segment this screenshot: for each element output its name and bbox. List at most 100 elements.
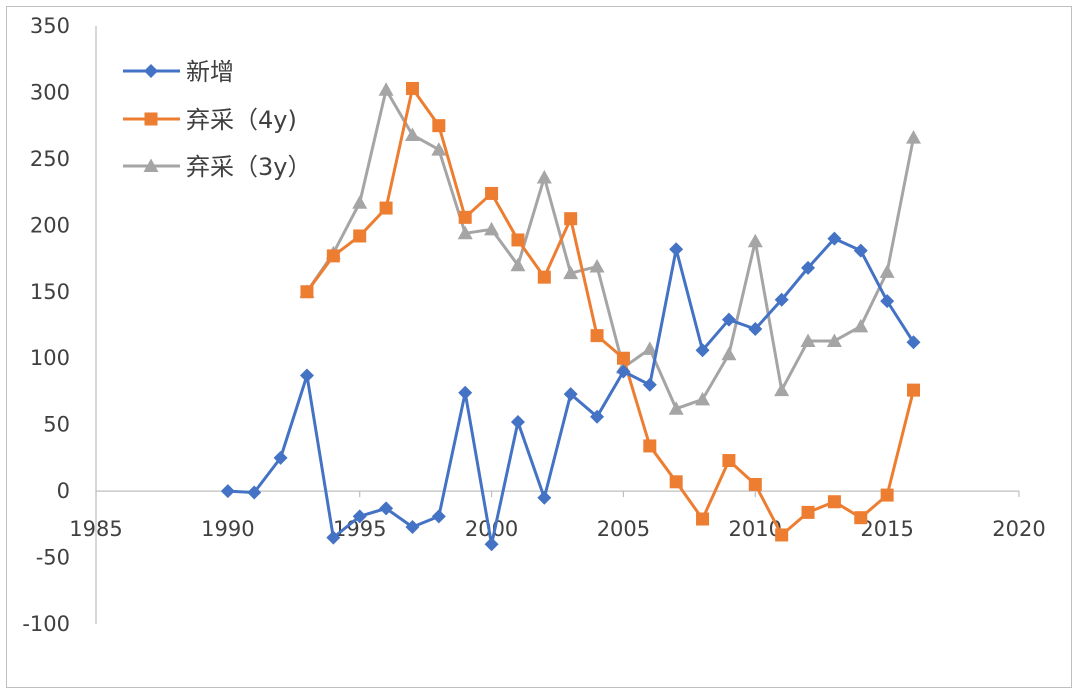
legend-item: 弃采（3y） (123, 153, 311, 181)
data-point (564, 212, 578, 226)
data-point (563, 387, 578, 402)
y-tick-label: 150 (30, 280, 70, 304)
data-point (774, 292, 789, 307)
data-point (906, 335, 921, 350)
data-point (747, 233, 763, 248)
data-point (721, 312, 736, 327)
data-point (379, 501, 394, 516)
data-point (352, 509, 367, 524)
series-abandon-4y (300, 81, 921, 542)
data-point (353, 229, 367, 243)
data-point (696, 512, 710, 526)
data-point (748, 321, 763, 336)
data-point (537, 270, 551, 284)
data-point (853, 318, 869, 333)
data-point (590, 329, 604, 343)
data-point (379, 201, 393, 215)
legend-label: 新增 (186, 58, 234, 86)
chart-frame (6, 6, 1072, 688)
data-point (695, 343, 710, 358)
data-point (431, 142, 447, 156)
data-point (669, 242, 684, 257)
data-point (906, 130, 922, 144)
data-point (800, 333, 816, 347)
data-point (721, 346, 737, 361)
data-point (536, 169, 552, 184)
legend-marker (143, 158, 159, 172)
y-tick-label: 350 (30, 14, 70, 38)
data-point (432, 119, 446, 133)
data-point (801, 260, 816, 275)
data-point (299, 368, 314, 383)
data-point (220, 484, 235, 499)
data-point (300, 285, 314, 299)
data-point (853, 243, 868, 258)
data-point (405, 519, 420, 534)
data-point (669, 475, 683, 489)
data-point (273, 450, 288, 465)
data-point (378, 82, 394, 96)
data-point (590, 409, 605, 424)
data-point (616, 364, 631, 379)
x-tick-label: 2005 (597, 517, 650, 541)
data-point (643, 439, 657, 453)
data-point (510, 257, 526, 272)
data-point (774, 382, 790, 397)
data-point (616, 351, 630, 365)
legend-marker (144, 64, 158, 78)
series-line (305, 88, 915, 411)
data-point (695, 391, 711, 406)
data-point (827, 495, 841, 509)
data-point (484, 221, 500, 236)
y-axis: -100 -50 0 50 100 150 200 250 300 350 (22, 14, 97, 636)
legend-marker (144, 112, 158, 126)
data-point (352, 195, 368, 209)
data-point (484, 537, 499, 552)
legend-item: 弃采（4y) (123, 106, 297, 134)
data-point (404, 127, 420, 141)
y-tick-label: -100 (22, 612, 70, 636)
data-point (907, 383, 921, 397)
data-point (431, 509, 446, 524)
data-point (748, 477, 762, 491)
x-axis: 1985 1990 1995 2000 2005 2010 2015 2020 (69, 490, 1046, 541)
y-tick-label: -50 (36, 546, 70, 570)
data-point (775, 528, 789, 542)
y-tick-label: 0 (57, 479, 70, 503)
data-point (537, 490, 552, 505)
data-point (405, 81, 419, 95)
legend-item: 新增 (123, 58, 234, 86)
legend-label: 弃采（4y) (186, 106, 297, 134)
series-layer (220, 81, 922, 552)
data-point (722, 454, 736, 468)
x-tick-label: 1990 (201, 517, 254, 541)
legend-label: 弃采（3y） (186, 153, 311, 181)
y-tick-label: 100 (30, 346, 70, 370)
data-point (458, 385, 473, 400)
data-point (510, 415, 525, 430)
x-tick-label: 1985 (69, 517, 122, 541)
x-tick-label: 2015 (860, 517, 913, 541)
data-point (247, 485, 262, 500)
x-tick-label: 2020 (992, 517, 1045, 541)
data-point (880, 488, 894, 502)
data-point (827, 231, 842, 246)
data-point (642, 341, 658, 355)
data-point (563, 265, 579, 280)
y-tick-label: 50 (43, 413, 70, 437)
data-point (854, 511, 868, 525)
y-tick-label: 250 (30, 147, 70, 171)
data-point (511, 233, 525, 247)
series-new (220, 231, 921, 552)
data-point (826, 333, 842, 347)
data-point (485, 186, 499, 200)
data-point (880, 294, 895, 309)
series-abandon-3y (299, 82, 922, 415)
data-point (642, 377, 657, 392)
data-point (879, 264, 895, 278)
data-point (326, 249, 340, 263)
data-point (458, 210, 472, 224)
data-point (457, 225, 473, 240)
